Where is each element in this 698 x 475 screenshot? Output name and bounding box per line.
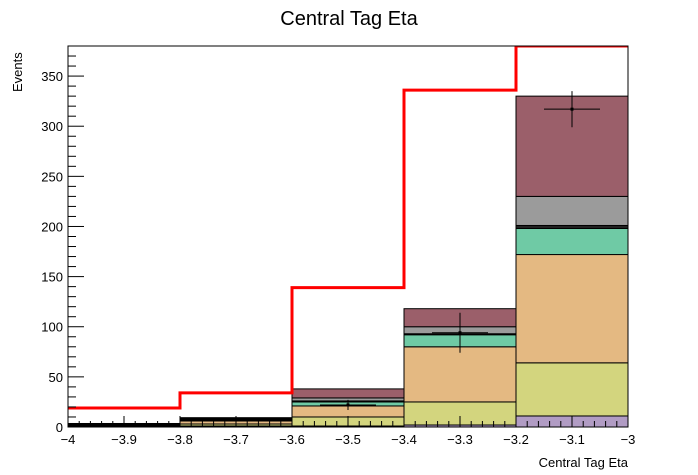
y-tick-label: 300 <box>41 119 63 134</box>
x-tick-label: −3.3 <box>447 432 473 447</box>
stack-bar-s2-b4 <box>515 254 628 364</box>
chart-title: Central Tag Eta <box>280 8 418 30</box>
data-point <box>458 331 462 335</box>
y-tick-label: 50 <box>49 370 63 385</box>
y-tick-label: 250 <box>41 169 63 184</box>
x-tick-label: −3 <box>621 432 636 447</box>
x-tick-label: −3.9 <box>111 432 137 447</box>
x-tick-label: −4 <box>61 432 76 447</box>
stack-bar-s1-b4 <box>515 362 628 417</box>
y-tick-label: 150 <box>41 270 63 285</box>
x-tick-label: −3.8 <box>167 432 193 447</box>
y-tick-label: 350 <box>41 69 63 84</box>
y-axis-label: Events <box>10 52 25 92</box>
stack-bar-s5-b4 <box>515 195 628 226</box>
x-tick-label: −3.5 <box>335 432 361 447</box>
stack-bar-s3-b4 <box>515 227 628 256</box>
data-point <box>346 403 350 407</box>
stack-bar-s6-b2 <box>291 388 405 399</box>
red-line-series <box>68 46 628 410</box>
x-tick-label: −3.7 <box>223 432 249 447</box>
y-tick-label: 100 <box>41 320 63 335</box>
data-point <box>570 107 574 111</box>
plot-inner <box>68 46 628 427</box>
x-tick-label: −3.6 <box>279 432 305 447</box>
plot-area: −4 −3.9 −3.8 −3.7 −3.6 −3.5 −3.4 −3.3 −3.2 −3.1 −3… <box>41 45 636 447</box>
y-tick-label: 0 <box>56 420 63 435</box>
x-tick-label: −3.4 <box>391 432 417 447</box>
x-tick-label: −3.1 <box>559 432 585 447</box>
stack-bar-s2-b3 <box>403 346 517 403</box>
x-axis-label: Central Tag Eta <box>539 455 629 470</box>
y-tick-label: 200 <box>41 219 63 234</box>
x-tick-label: −3.2 <box>503 432 529 447</box>
